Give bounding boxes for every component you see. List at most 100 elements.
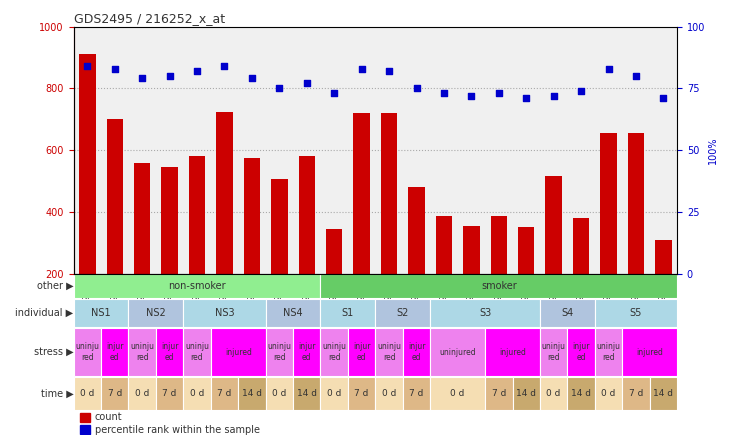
Text: injur
ed: injur ed (353, 342, 370, 362)
Text: 0 d: 0 d (382, 389, 396, 398)
Point (219, 63, 230, 70)
FancyBboxPatch shape (375, 329, 403, 376)
FancyBboxPatch shape (129, 299, 183, 327)
FancyBboxPatch shape (622, 377, 650, 410)
FancyBboxPatch shape (266, 329, 293, 376)
Text: 14 d: 14 d (654, 389, 673, 398)
Text: S3: S3 (479, 308, 491, 318)
Point (191, 67, 203, 75)
Bar (408, 187, 425, 335)
FancyBboxPatch shape (375, 299, 431, 327)
Text: injured: injured (499, 348, 526, 357)
Bar (134, 163, 150, 335)
Text: uninju
red: uninju red (597, 342, 620, 362)
Bar (107, 119, 123, 335)
FancyBboxPatch shape (210, 377, 238, 410)
FancyBboxPatch shape (183, 299, 266, 327)
FancyBboxPatch shape (74, 299, 129, 327)
Text: injur
ed: injur ed (408, 342, 425, 362)
Text: S1: S1 (342, 308, 354, 318)
Bar (628, 133, 644, 335)
Text: 14 d: 14 d (571, 389, 591, 398)
Text: non-smoker: non-smoker (169, 281, 226, 291)
Text: injur
ed: injur ed (106, 342, 124, 362)
Bar (79, 55, 96, 335)
FancyBboxPatch shape (485, 377, 512, 410)
Text: 0 d: 0 d (80, 389, 94, 398)
Bar (518, 227, 534, 335)
Text: uninju
red: uninju red (322, 342, 346, 362)
Bar (545, 176, 562, 335)
FancyBboxPatch shape (540, 329, 567, 376)
Point (603, 65, 615, 72)
Text: NS4: NS4 (283, 308, 303, 318)
Point (109, 65, 121, 72)
Text: 0 d: 0 d (272, 389, 286, 398)
FancyBboxPatch shape (74, 329, 101, 376)
Point (82, 63, 93, 70)
FancyBboxPatch shape (595, 329, 622, 376)
FancyBboxPatch shape (293, 329, 320, 376)
Point (411, 85, 422, 92)
Point (274, 85, 286, 92)
Bar (655, 240, 672, 335)
FancyBboxPatch shape (650, 377, 677, 410)
FancyBboxPatch shape (595, 299, 677, 327)
Text: NS1: NS1 (91, 308, 111, 318)
Text: 0 d: 0 d (450, 389, 465, 398)
FancyBboxPatch shape (320, 274, 677, 298)
FancyBboxPatch shape (403, 329, 431, 376)
FancyBboxPatch shape (210, 329, 266, 376)
FancyBboxPatch shape (540, 299, 595, 327)
FancyBboxPatch shape (183, 377, 210, 410)
Text: 0 d: 0 d (135, 389, 149, 398)
Text: S2: S2 (397, 308, 409, 318)
Text: time ▶: time ▶ (41, 388, 74, 399)
FancyBboxPatch shape (74, 274, 320, 298)
Bar (299, 156, 315, 335)
Text: 7 d: 7 d (492, 389, 506, 398)
FancyBboxPatch shape (512, 377, 540, 410)
FancyBboxPatch shape (431, 377, 485, 410)
FancyBboxPatch shape (183, 329, 210, 376)
Text: S4: S4 (562, 308, 573, 318)
Point (657, 95, 669, 102)
Text: injured: injured (636, 348, 663, 357)
Point (630, 72, 642, 79)
FancyBboxPatch shape (101, 377, 129, 410)
FancyBboxPatch shape (567, 377, 595, 410)
Bar (436, 216, 452, 335)
Text: uninju
red: uninju red (267, 342, 291, 362)
FancyBboxPatch shape (431, 299, 540, 327)
Point (520, 95, 532, 102)
Point (355, 65, 367, 72)
FancyBboxPatch shape (348, 377, 375, 410)
Text: GDS2495 / 216252_x_at: GDS2495 / 216252_x_at (74, 12, 224, 25)
Text: 7 d: 7 d (629, 389, 643, 398)
Text: uninju
red: uninju red (377, 342, 401, 362)
Text: uninju
red: uninju red (185, 342, 209, 362)
Bar (381, 113, 397, 335)
Text: 14 d: 14 d (516, 389, 537, 398)
Bar (353, 113, 370, 335)
Point (465, 92, 477, 99)
Text: S5: S5 (630, 308, 642, 318)
Text: injured: injured (224, 348, 252, 357)
Bar (216, 111, 233, 335)
Text: 7 d: 7 d (217, 389, 232, 398)
Text: 14 d: 14 d (242, 389, 262, 398)
Point (576, 87, 587, 95)
Text: NS3: NS3 (215, 308, 234, 318)
Bar (463, 226, 480, 335)
Bar (244, 158, 260, 335)
Bar (601, 133, 617, 335)
Text: injur
ed: injur ed (161, 342, 178, 362)
Text: NS2: NS2 (146, 308, 166, 318)
FancyBboxPatch shape (129, 377, 156, 410)
FancyBboxPatch shape (320, 299, 375, 327)
Text: stress ▶: stress ▶ (34, 347, 74, 357)
FancyBboxPatch shape (293, 377, 320, 410)
Text: 7 d: 7 d (355, 389, 369, 398)
Point (136, 75, 148, 82)
Bar (189, 156, 205, 335)
